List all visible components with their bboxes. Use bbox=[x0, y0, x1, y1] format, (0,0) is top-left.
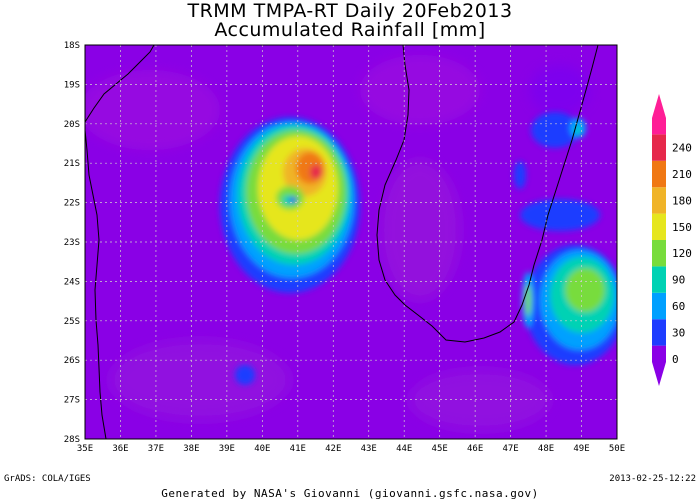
y-tick-label: 23S bbox=[64, 238, 80, 248]
western-storm bbox=[220, 117, 360, 293]
x-tick-label: 39E bbox=[219, 444, 235, 454]
eastern-rain-band bbox=[235, 112, 617, 385]
longitude-tick-labels: 35E 36E 37E 38E 39E 40E 41E 42E 43E 44E 45E 46E 47E 4… bbox=[77, 444, 625, 454]
x-tick-label: 35E bbox=[77, 444, 93, 454]
x-tick-label: 50E bbox=[609, 444, 625, 454]
colorbar-segment bbox=[652, 160, 666, 188]
grads-credit: GrADS: COLA/IGES bbox=[4, 474, 91, 484]
y-tick-label: 19S bbox=[64, 80, 80, 90]
y-tick-label: 26S bbox=[64, 356, 80, 366]
x-tick-label: 45E bbox=[432, 444, 448, 454]
graticule bbox=[85, 45, 617, 439]
y-tick-label: 20S bbox=[64, 120, 80, 130]
colorbar-segment bbox=[652, 94, 666, 135]
generated-by-text: Generated by NASA's Giovanni (giovanni.g… bbox=[161, 487, 539, 500]
x-tick-label: 38E bbox=[183, 444, 199, 454]
africa-coastline bbox=[85, 45, 155, 439]
y-tick-label: 24S bbox=[64, 277, 80, 287]
plot-area bbox=[85, 45, 617, 439]
y-tick-label: 27S bbox=[64, 396, 80, 406]
y-tick-label: 25S bbox=[64, 317, 80, 327]
colorbar-tick-label: 120 bbox=[672, 247, 692, 260]
colorbar-tick-label: 60 bbox=[672, 300, 685, 313]
latitude-tick-labels: 18S 19S 20S 21S 22S 23S 24S 25S 26S 27S 28S bbox=[64, 41, 80, 445]
colorbar-tick-label: 90 bbox=[672, 274, 685, 287]
y-tick-label: 21S bbox=[64, 159, 80, 169]
x-tick-label: 43E bbox=[361, 444, 377, 454]
colorbar-segment bbox=[652, 292, 666, 320]
madagascar-coastline bbox=[376, 45, 599, 343]
colorbar-segment bbox=[652, 319, 666, 346]
x-tick-label: 37E bbox=[148, 444, 164, 454]
y-tick-label: 22S bbox=[64, 199, 80, 209]
x-tick-label: 49E bbox=[573, 444, 589, 454]
generation-timestamp: 2013-02-25-12:22 bbox=[609, 474, 696, 484]
colorbar-tick-label: 180 bbox=[672, 194, 692, 207]
colorbar: 0 30 60 90 120 150 180 210 240 bbox=[652, 94, 692, 386]
x-tick-label: 41E bbox=[290, 444, 306, 454]
colorbar-segment bbox=[652, 240, 666, 267]
colorbar-segment bbox=[652, 134, 666, 161]
map-title: TRMM TMPA-RT Daily 20Feb2013 bbox=[187, 0, 513, 22]
colorbar-tick-label: 240 bbox=[672, 142, 692, 155]
x-tick-label: 36E bbox=[112, 444, 128, 454]
colorbar-segment bbox=[652, 213, 666, 240]
colorbar-segment bbox=[652, 345, 666, 386]
colorbar-tick-label: 150 bbox=[672, 221, 692, 234]
colorbar-tick-label: 0 bbox=[672, 353, 679, 366]
coastlines bbox=[85, 45, 599, 439]
x-tick-label: 46E bbox=[467, 444, 483, 454]
x-tick-label: 42E bbox=[325, 444, 341, 454]
x-tick-label: 47E bbox=[502, 444, 518, 454]
x-tick-label: 48E bbox=[538, 444, 554, 454]
colorbar-tick-label: 30 bbox=[672, 326, 685, 339]
x-tick-label: 44E bbox=[396, 444, 412, 454]
colorbar-tick-label: 210 bbox=[672, 168, 692, 181]
y-tick-label: 18S bbox=[64, 41, 80, 51]
map-subtitle: Accumulated Rainfall [mm] bbox=[214, 19, 486, 41]
colorbar-segment bbox=[652, 187, 666, 214]
plot-frame bbox=[84, 44, 618, 440]
y-tick-label: 28S bbox=[64, 435, 80, 445]
x-tick-label: 40E bbox=[254, 444, 270, 454]
colorbar-segment bbox=[652, 266, 666, 293]
